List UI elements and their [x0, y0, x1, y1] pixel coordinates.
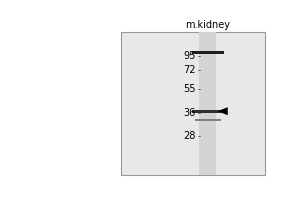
- Bar: [121, 32, 266, 175]
- Bar: [192, 51, 224, 54]
- Text: m.kidney: m.kidney: [185, 20, 230, 30]
- Bar: [195, 119, 221, 121]
- Bar: [192, 110, 224, 113]
- Text: 28: 28: [183, 131, 196, 141]
- Text: 72: 72: [183, 65, 196, 75]
- Text: 95: 95: [183, 51, 196, 61]
- Text: 36: 36: [183, 108, 196, 118]
- Text: 55: 55: [183, 84, 196, 94]
- Bar: [199, 32, 216, 175]
- Polygon shape: [218, 107, 228, 115]
